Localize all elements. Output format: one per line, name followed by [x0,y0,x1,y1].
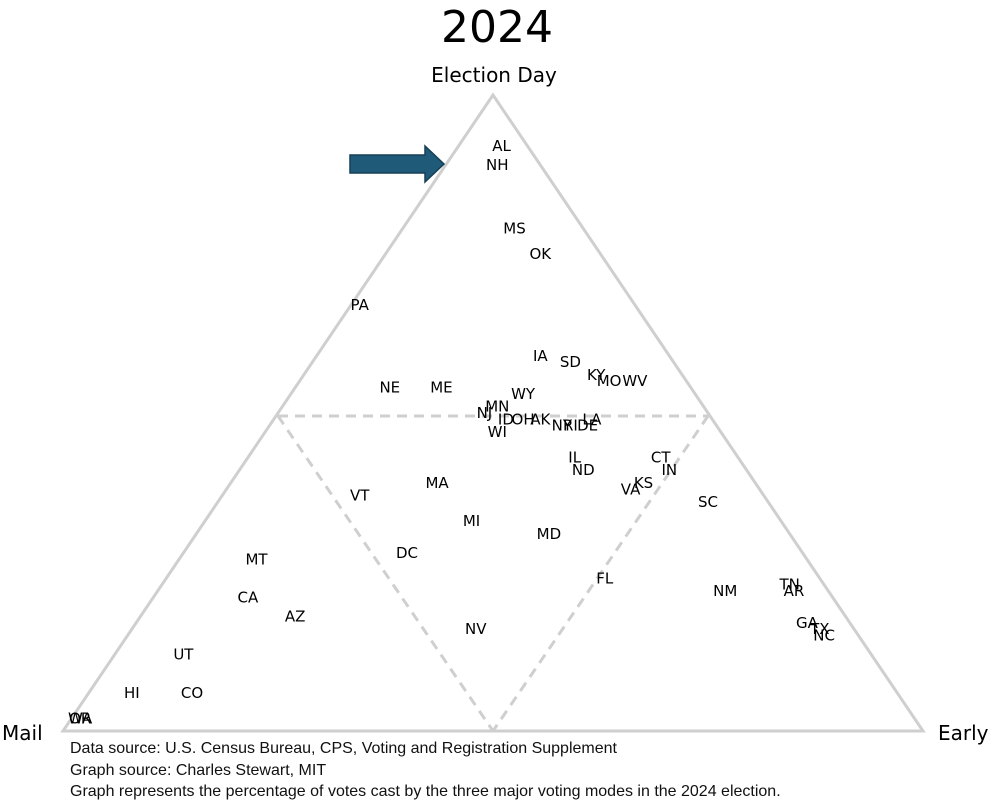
state-label-mi: MI [463,512,480,530]
state-label-nh: NH [486,156,509,174]
state-label-ms: MS [503,220,525,238]
state-label-va: VA [621,480,641,498]
description-note: Graph represents the percentage of votes… [70,783,781,800]
state-label-co: CO [181,684,203,702]
state-label-hi: HI [124,684,140,702]
state-label-tx: TX [809,620,829,638]
state-label-ny: NY [552,417,573,435]
state-label-nd: ND [572,461,595,479]
state-label-ok: OK [529,245,552,263]
state-label-wy: WY [511,385,536,403]
state-label-mn: MN [485,398,509,416]
state-label-in: IN [661,461,677,479]
state-label-dc: DC [396,544,418,562]
state-label-nv: NV [465,620,487,638]
state-label-ut: UT [173,646,194,664]
axis-label-early: Early [938,721,989,745]
chart-title: 2024 [441,2,553,53]
mail-50-line [491,415,710,732]
state-label-wi: WI [488,423,507,441]
state-label-mt: MT [245,550,268,568]
state-label-me: ME [430,379,452,397]
state-label-ar: AR [784,582,805,600]
state-label-sc: SC [698,493,718,511]
state-label-oh: OH [512,410,535,428]
state-label-ia: IA [533,347,548,365]
state-label-or: OR [69,709,91,727]
state-label-vt: VT [350,487,370,505]
state-label-de: DE [577,417,598,435]
axis-label-mail: Mail [2,721,43,745]
state-label-wa: WA [68,709,93,727]
axis-label-election-day: Election Day [431,63,557,87]
state-label-ga: GA [796,614,819,632]
state-label-ks: KS [634,474,653,492]
state-label-tn: TN [779,576,800,594]
state-label-al: AL [492,137,511,155]
graph-source-note: Graph source: Charles Stewart, MIT [70,761,327,779]
state-label-ky: KY [587,366,606,384]
state-label-pa: PA [351,296,370,314]
highlight-arrow-icon [349,144,446,184]
early-50-line [276,415,495,732]
state-label-nc: NC [813,627,835,645]
state-label-ri: RI [563,417,578,435]
state-label-nm: NM [713,582,737,600]
state-label-wv: WV [622,372,648,390]
state-label-md: MD [537,525,562,543]
state-label-ak: AK [530,410,551,428]
state-label-la: LA [582,410,602,428]
state-label-il: IL [568,449,581,467]
reference-lines [276,414,710,732]
state-label-fl: FL [596,569,614,587]
footer-notes: Data source: U.S. Census Bureau, CPS, Vo… [70,738,995,803]
data-source-note: Data source: U.S. Census Bureau, CPS, Vo… [70,740,617,757]
state-label-id: ID [498,410,514,428]
state-label-nj: NJ [477,404,493,422]
state-label-ne: NE [379,379,400,397]
state-label-sd: SD [560,353,581,371]
state-label-ca: CA [238,588,259,606]
state-label-az: AZ [285,608,306,626]
state-label-ct: CT [651,449,671,467]
state-label-mo: MO [597,372,622,390]
state-label-ma: MA [425,474,449,492]
